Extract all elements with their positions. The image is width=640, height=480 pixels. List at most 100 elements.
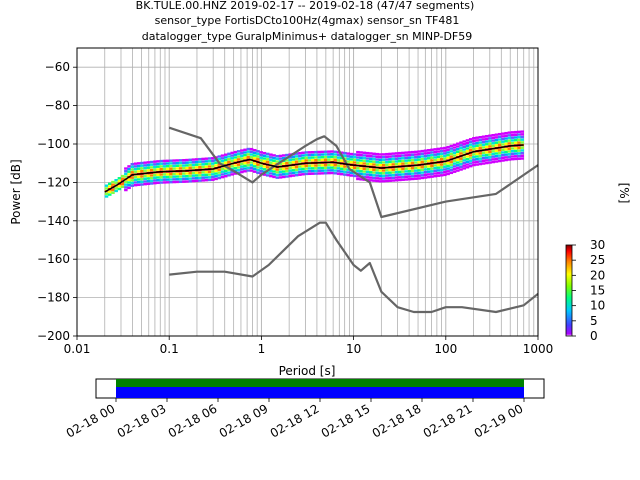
density-cell [185,161,189,164]
density-cell [198,163,202,166]
density-cell [275,173,280,177]
density-cell [394,157,399,160]
density-cell [517,133,521,136]
density-cell [401,162,405,165]
density-cell [381,180,386,183]
density-cell [375,177,379,180]
density-cell [362,151,367,154]
density-cell [327,166,331,169]
density-cell [456,147,460,151]
density-cell [146,163,151,167]
timeline-tick-label: 02-19 00 [472,401,526,440]
density-cell [240,168,244,171]
density-cell [143,164,147,167]
density-cell [201,176,205,179]
density-cell [153,179,157,182]
density-cell [417,169,421,172]
density-cell [220,154,225,157]
density-cell [430,151,434,154]
density-cell [185,164,189,167]
density-cell [414,177,418,180]
density-cell [256,152,260,156]
density-cell [317,153,321,156]
density-cell [285,167,289,170]
density-cell [436,147,441,151]
density-cell [388,171,392,174]
density-cell [162,173,167,176]
density-cell [236,152,241,156]
density-cell [320,164,325,167]
density-cell [223,166,228,170]
density-cell [514,157,518,161]
density-cell [375,179,379,183]
density-cell [375,160,379,164]
density-cell [127,183,131,187]
density-cell [510,133,515,137]
density-cell [185,174,189,178]
density-cell [378,172,383,175]
colorbar-gradient [565,244,573,337]
density-cell [149,168,154,172]
density-cell [449,155,454,158]
density-cell [249,164,254,167]
density-cell [214,172,218,175]
density-cell [446,148,450,151]
density-cell [114,189,118,193]
density-cell [423,165,428,168]
density-cell [298,165,302,168]
density-cell [207,176,212,179]
x-tick-label: 0.01 [64,342,91,356]
density-cell [149,166,154,169]
density-cell [133,170,138,173]
density-cell [381,153,386,156]
density-cell [178,175,183,178]
density-cell [178,167,183,170]
density-cell [262,151,267,155]
density-cell [156,165,160,168]
density-cell [343,154,347,158]
density-cell [223,175,228,178]
density-cell [162,181,167,184]
density-cell [117,177,122,180]
density-cell [182,177,186,181]
density-cell [124,175,128,178]
density-cell [275,160,280,163]
density-cell [423,160,428,163]
density-cell [349,152,354,156]
density-cell [510,155,515,158]
density-cell [194,179,199,183]
density-cell [204,162,209,166]
density-cell [443,173,447,177]
density-cell [507,158,512,161]
data-available-bar [116,379,524,387]
density-cell [127,170,131,173]
density-cell [278,173,283,176]
density-cell [414,174,418,178]
density-cell [191,177,196,180]
density-cell [356,177,360,181]
density-cell [372,157,376,161]
density-cell [481,143,486,146]
density-cell [120,185,125,189]
density-cell [304,159,309,162]
density-cell [140,180,144,184]
density-cell [378,155,383,159]
density-cell [217,171,222,174]
density-cell [430,170,434,173]
density-cell [243,153,247,157]
density-cell [156,162,160,166]
density-cell [304,170,309,173]
density-cell [481,162,486,165]
density-cell [491,139,496,142]
density-cell [462,140,467,143]
density-cell [236,158,241,161]
density-cell [436,153,441,156]
density-cell [182,172,186,175]
timeline-tick-label: 02-18 09 [217,401,271,440]
density-cell [417,166,421,169]
density-cell [478,154,483,158]
density-cell [282,167,286,171]
density-cell [307,153,312,157]
